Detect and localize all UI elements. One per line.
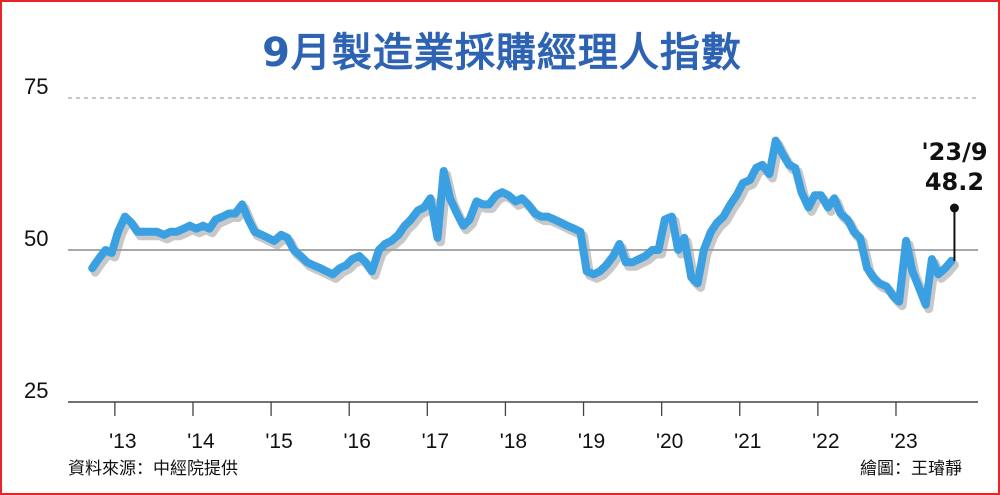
x-tick-label: '17: [422, 430, 449, 453]
x-tick-label: '19: [578, 430, 605, 453]
x-tick-label: '16: [344, 430, 371, 453]
annotation-dot: [949, 203, 959, 213]
y-tick-label: 75: [24, 74, 48, 99]
tick-labels: 75 50 25 '13 '14 '15 '16 '17 '18 '19 '20 '21 '22 '23: [24, 74, 918, 453]
y-tick-label: 50: [24, 226, 48, 251]
axes: [68, 401, 978, 416]
source-note: 資料來源：中經院提供: [68, 459, 238, 479]
series-layer: [88, 136, 959, 314]
x-tick-label: '21: [734, 430, 761, 453]
annotation-value-label: 48.2: [925, 168, 984, 196]
x-tick-label: '15: [265, 430, 292, 453]
x-tick-label: '22: [812, 430, 839, 453]
series-shadow-0: [90, 140, 959, 314]
y-tick-label: 25: [24, 378, 48, 403]
chart-title: 9月製造業採購經理人指數: [262, 30, 742, 76]
x-tick-label: '18: [500, 430, 527, 453]
credit-note: 繪圖：王璿靜: [860, 459, 962, 479]
x-tick-label: '20: [656, 430, 683, 453]
gridlines: [68, 97, 978, 251]
annotation-date-label: '23/9: [921, 138, 987, 166]
annotation: '23/948.2: [921, 138, 988, 261]
x-tick-label: '13: [109, 430, 136, 453]
series-line-0: [88, 136, 956, 309]
x-tick-label: '23: [890, 430, 917, 453]
x-tick-label: '14: [187, 430, 215, 453]
